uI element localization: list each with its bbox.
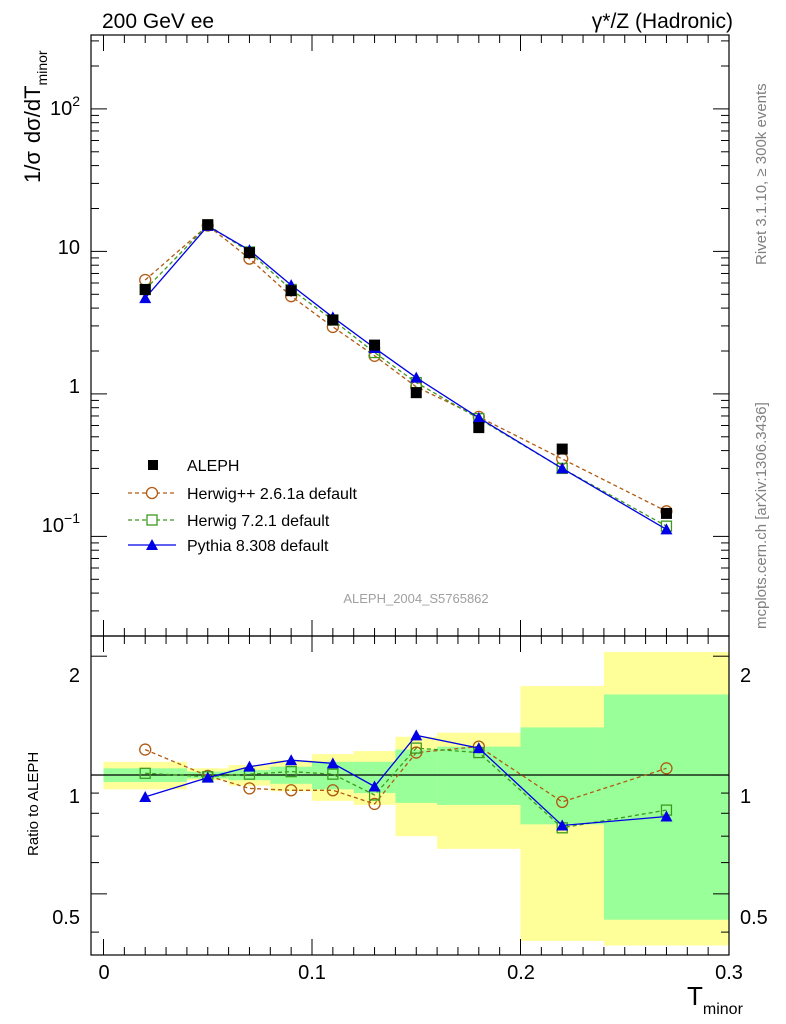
ratio-point-herwigpppp xyxy=(556,795,569,809)
x-tick-label: 0 xyxy=(98,962,109,984)
main-point-aleph xyxy=(243,247,255,259)
x-tick-label: 0.2 xyxy=(507,962,535,984)
ratio-point-pythia xyxy=(556,819,569,831)
xlabel-sub: minor xyxy=(703,1001,744,1018)
main-point-pythia xyxy=(556,462,569,474)
ratio-point-herwigpppp xyxy=(368,797,381,811)
ylabel-sub: minor xyxy=(34,50,50,85)
legend-label: Herwig++ 2.6.1a default xyxy=(187,486,357,503)
ratio-y-tick-label-right: 2 xyxy=(740,665,751,687)
x-tick-label: 0.1 xyxy=(298,962,326,984)
main-line-pythia xyxy=(144,225,667,530)
axis-ticks xyxy=(91,35,730,955)
ratio-point-herwigpppp xyxy=(139,743,152,756)
rivet-version-label: Rivet 3.1.10, ≥ 300k events xyxy=(753,83,770,265)
process-title: γ*/Z (Hadronic) xyxy=(592,10,733,33)
ratio-point-herwigpppp xyxy=(285,784,298,797)
legend-marker-herwig7 xyxy=(146,514,158,526)
ratio-line-pythia xyxy=(145,734,667,827)
main-point-pythia xyxy=(472,411,485,423)
legend-marker-pythia xyxy=(146,539,158,550)
main-point-aleph xyxy=(285,285,297,297)
process-label: (Hadronic) xyxy=(635,10,733,33)
main-point-pythia xyxy=(139,292,152,304)
ratio-y-tick-label: 0.5 xyxy=(52,907,80,929)
legend: ALEPH Herwig++ 2.6.1a default Herwig 7.2… xyxy=(128,458,357,555)
xlabel-main: T xyxy=(687,981,703,1011)
plot-frames xyxy=(90,34,730,956)
ratio-point-herwigpppp xyxy=(326,784,340,797)
tick-base: 10 xyxy=(42,515,64,537)
ratio-point-herwig xyxy=(410,742,422,754)
ratio-point-herwigpppp xyxy=(243,782,256,795)
ratio-plot-series xyxy=(139,729,673,834)
ratio-point-pythia xyxy=(660,810,673,822)
x-axis-label: Tminor xyxy=(687,981,744,1018)
ratio-y-tick-label: 1 xyxy=(69,786,80,808)
ratio-y-tick-label-right: 1 xyxy=(740,786,751,808)
main-point-aleph xyxy=(410,387,422,399)
tick-exponent: −1 xyxy=(64,510,80,526)
main-point-aleph xyxy=(473,422,485,434)
ratio-band-stat xyxy=(603,694,729,920)
ratio-point-pythia xyxy=(139,790,152,802)
ratio-y-tick-label: 2 xyxy=(69,665,80,687)
ratio-point-pythia xyxy=(410,729,423,741)
ratio-point-pythia xyxy=(472,742,485,754)
mcplots-reference-label: mcplots.cern.ch [arXiv:1306.3436] xyxy=(753,402,770,629)
ratio-uncertainty-bands xyxy=(91,651,729,946)
x-tick-label: 0.3 xyxy=(715,962,743,984)
main-line-herwigpppp xyxy=(144,224,667,512)
main-y-tick-label: 1 xyxy=(69,376,80,398)
legend-label: Herwig 7.2.1 default xyxy=(187,513,330,530)
ratio-point-herwig xyxy=(139,767,151,779)
analysis-watermark: ALEPH_2004_S5765862 xyxy=(343,591,488,606)
legend-label: Pythia 8.308 default xyxy=(187,538,329,555)
ratio-band-stat xyxy=(437,746,521,805)
legend-marker-aleph xyxy=(148,460,158,470)
main-point-pythia xyxy=(410,371,423,383)
tick-exponent: 2 xyxy=(72,93,80,109)
ratio-point-herwig xyxy=(327,768,339,780)
ratio-point-pythia xyxy=(368,780,381,792)
legend-marker-herwigpp xyxy=(145,486,159,500)
main-point-aleph xyxy=(660,507,672,519)
main-y-axis-label: 1/σ dσ/dTminor xyxy=(20,50,50,183)
main-point-aleph xyxy=(556,443,568,455)
main-point-pythia xyxy=(660,523,673,535)
legend-label: ALEPH xyxy=(187,458,239,475)
main-line-herwig xyxy=(144,224,667,527)
ylabel-norm: 1/σ xyxy=(20,151,45,183)
ratio-point-pythia xyxy=(285,754,298,766)
ratio-band-stat xyxy=(520,727,604,825)
ratio-point-pythia xyxy=(201,771,214,783)
main-point-aleph xyxy=(369,339,381,351)
ratio-plot-frame xyxy=(90,635,730,956)
ylabel-deriv: dσ/dT xyxy=(20,85,45,143)
main-point-aleph xyxy=(139,284,151,296)
main-point-aleph xyxy=(327,314,339,326)
tick-base: 10 xyxy=(50,98,72,120)
main-y-tick-label: 10−1 xyxy=(42,510,80,537)
ratio-point-herwigpppp xyxy=(660,762,673,775)
process-symbol: γ*/Z xyxy=(592,10,630,33)
main-point-aleph xyxy=(202,219,214,231)
collision-energy-title: 200 GeV ee xyxy=(102,10,214,33)
main-y-tick-label: 10 xyxy=(58,237,80,259)
main-plot-series xyxy=(139,219,673,535)
ratio-line-herwig xyxy=(145,747,667,829)
ratio-point-pythia xyxy=(326,757,339,769)
main-y-tick-label: 102 xyxy=(50,93,80,120)
ratio-y-tick-label-right: 0.5 xyxy=(740,907,768,929)
ratio-y-axis-label: Ratio to ALEPH xyxy=(25,752,42,856)
ratio-point-pythia xyxy=(243,760,256,772)
ratio-point-herwig xyxy=(285,765,297,778)
